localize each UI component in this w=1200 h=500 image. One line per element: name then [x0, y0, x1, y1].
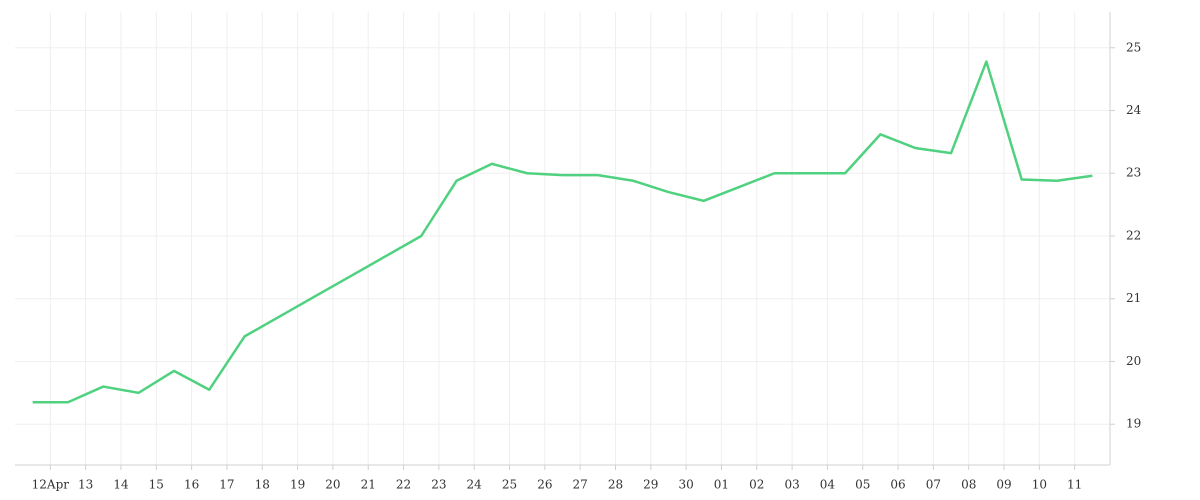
x-tick-label: 06: [890, 478, 905, 492]
x-tick-label: 16: [184, 478, 199, 492]
x-tick-label: 28: [608, 478, 623, 492]
x-tick-label: 22: [396, 478, 411, 492]
x-tick-label: 23: [431, 478, 446, 492]
x-tick-label: 15: [149, 478, 164, 492]
y-tick-label: 24: [1126, 103, 1142, 117]
x-tick-label: 20: [325, 478, 340, 492]
y-tick-label: 22: [1126, 228, 1141, 242]
x-tick-label: 11: [1067, 478, 1082, 492]
x-tick-label: 04: [820, 478, 836, 492]
y-tick-label: 23: [1126, 166, 1141, 180]
x-tick-label: 19: [290, 478, 305, 492]
x-tick-label: 05: [855, 478, 870, 492]
x-tick-label: 29: [643, 478, 658, 492]
x-tick-label: 30: [678, 478, 693, 492]
x-tick-label: 18: [255, 478, 270, 492]
x-tick-label: 09: [996, 478, 1011, 492]
x-tick-label: 02: [749, 478, 764, 492]
x-tick-label: 25: [502, 478, 517, 492]
x-tick-label: 27: [573, 478, 588, 492]
x-tick-label: 10: [1032, 478, 1047, 492]
x-tick-label: 03: [784, 478, 799, 492]
x-tick-label: 01: [714, 478, 729, 492]
x-tick-label: 26: [537, 478, 552, 492]
line: [32, 60, 1093, 404]
x-tick-label: 07: [926, 478, 941, 492]
x-tick-label: 24: [467, 478, 483, 492]
x-tick-label: 13: [78, 478, 93, 492]
y-tick-label: 20: [1126, 354, 1141, 368]
y-tick-label: 21: [1126, 291, 1141, 305]
x-tick-label: 12Apr: [32, 478, 70, 492]
x-tick-label: 17: [219, 478, 234, 492]
y-tick-label: 25: [1126, 40, 1141, 54]
x-tick-label: 14: [113, 478, 129, 492]
y-tick-label: 19: [1126, 417, 1141, 431]
x-tick-label: 21: [361, 478, 376, 492]
x-tick-label: 08: [961, 478, 976, 492]
